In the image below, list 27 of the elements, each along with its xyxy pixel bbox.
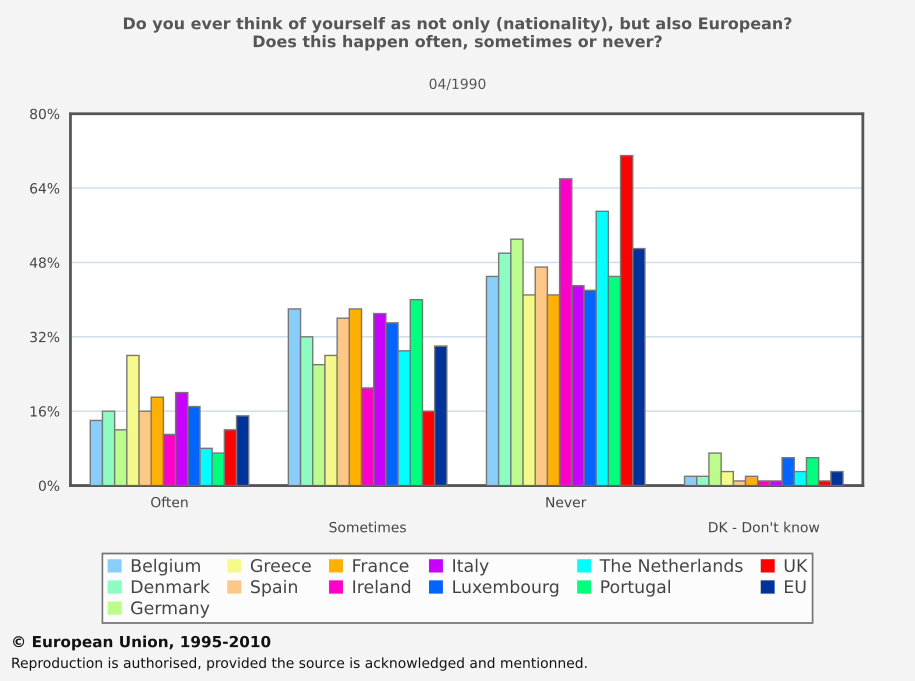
legend-label: EU bbox=[785, 580, 806, 594]
legend-label: UK bbox=[784, 559, 808, 572]
x-tick-label: Often bbox=[151, 496, 188, 508]
y-tick-label: 32% bbox=[30, 332, 60, 342]
y-tick-label: 0% bbox=[38, 480, 60, 492]
chart-title: Do you ever think of yourself as not only (nationality), but also European? Does this happen often, sometimes or never? bbox=[124, 17, 792, 50]
legend-label: Portugal bbox=[601, 580, 670, 597]
legend-label: Spain bbox=[251, 580, 297, 597]
y-tick-label: 64% bbox=[30, 183, 60, 194]
legend-label: The Netherlands bbox=[600, 558, 743, 572]
y-tick-label: 80% bbox=[30, 108, 60, 120]
legend-label: Ireland bbox=[353, 580, 410, 594]
y-tick-label: 16% bbox=[30, 406, 60, 417]
y-tick-label: 48% bbox=[30, 257, 60, 268]
text: © European Union, 1995-2010 bbox=[13, 636, 270, 650]
legend-label: Luxembourg bbox=[453, 580, 558, 597]
legend-label: Belgium bbox=[132, 558, 200, 576]
legend-label: Germany bbox=[131, 601, 210, 618]
x-tick-label: DK - Don't know bbox=[709, 522, 820, 532]
x-tick-label: Never bbox=[546, 497, 586, 508]
legend-label: Denmark bbox=[132, 580, 210, 594]
legend-label: France bbox=[353, 559, 408, 572]
legend-label: Italy bbox=[453, 558, 489, 576]
text: Reproduction is authorised, provided the source is acknowledged and mentionned. bbox=[12, 657, 586, 671]
chart-subtitle: 04/1990 bbox=[430, 78, 486, 90]
legend-label: Greece bbox=[250, 558, 311, 572]
x-tick-label: Sometimes bbox=[330, 522, 406, 532]
